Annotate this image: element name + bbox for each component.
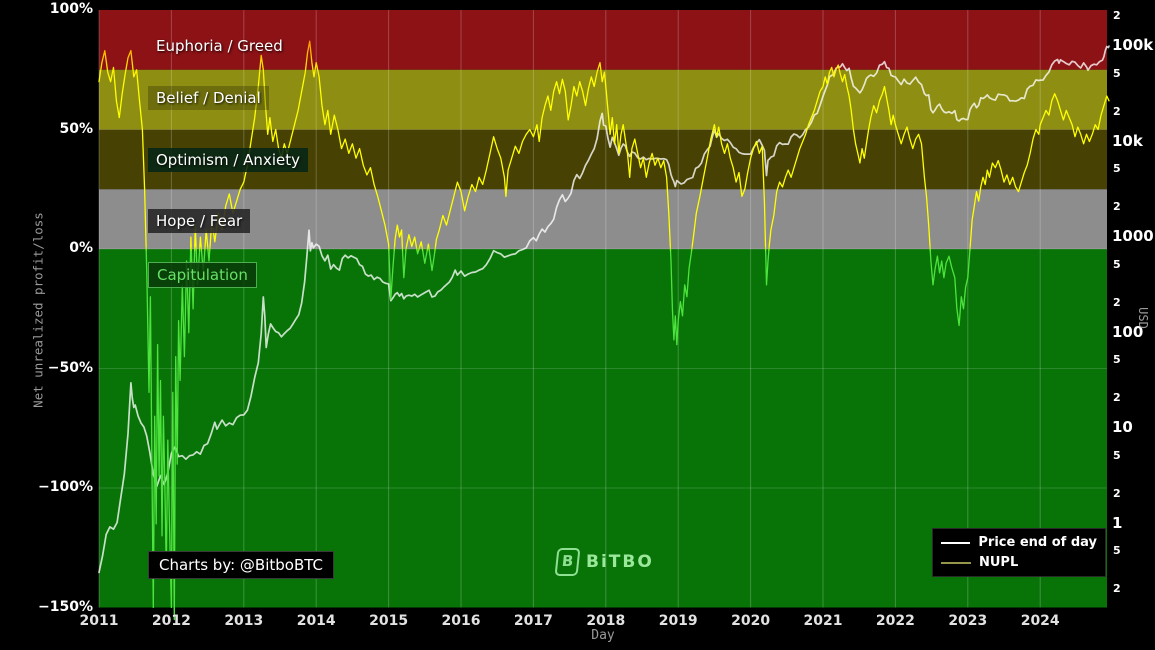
right-axis-tick-50000: 5 <box>1113 66 1121 80</box>
x-axis-tick-2017: 2017 <box>513 613 553 629</box>
x-axis-tick-2014: 2014 <box>296 613 336 629</box>
y-axis-tick-50: 50% <box>59 120 93 137</box>
y-axis-tick--150: −150% <box>38 598 93 615</box>
right-axis-tick-10000: 10k <box>1112 131 1143 150</box>
x-axis-tick-2020: 2020 <box>731 613 771 629</box>
bitbo-logo: B BiTBO <box>554 548 654 576</box>
zone-label-optimism-anxiety: Optimism / Anxiety <box>148 148 308 172</box>
zone-label-capitulation: Capitulation <box>148 262 257 288</box>
right-axis-tick-50: 5 <box>1113 353 1121 367</box>
right-axis-tick-200: 2 <box>1113 295 1121 309</box>
bitbo-logo-text: BiTBO <box>586 552 654 572</box>
right-axis-title: USD <box>1136 307 1150 329</box>
x-axis-tick-2012: 2012 <box>151 613 191 629</box>
x-axis-tick-2021: 2021 <box>803 613 843 629</box>
x-axis-tick-2024: 2024 <box>1020 613 1060 629</box>
band-0 <box>99 10 1107 70</box>
legend-label-price: Price end of day <box>978 535 1097 550</box>
y-axis-tick-100: 100% <box>49 1 93 17</box>
y-axis-tick-0: 0% <box>69 240 93 256</box>
x-axis-tick-2015: 2015 <box>369 613 409 629</box>
right-axis-tick-0.5: 5 <box>1113 544 1121 558</box>
zone-label-belief-denial: Belief / Denial <box>148 86 269 110</box>
charts-by-watermark: Charts by: @BitboBTC <box>148 551 335 579</box>
right-axis-tick-200000: 2 <box>1113 9 1121 23</box>
x-axis-tick-2011: 2011 <box>79 613 119 629</box>
right-axis-tick-20: 2 <box>1113 391 1121 405</box>
x-axis-title: Day <box>591 628 615 643</box>
x-axis-tick-2023: 2023 <box>948 613 988 629</box>
y-axis-tick--50: −50% <box>47 359 93 376</box>
chart-legend: Price end of day NUPL <box>932 528 1106 577</box>
nupl-line-swatch <box>941 561 971 564</box>
y-axis-title: Net unrealized profit/loss <box>30 212 46 408</box>
y-axis-tick--100: −100% <box>38 479 93 495</box>
x-axis-tick-2016: 2016 <box>441 613 481 629</box>
zone-label-hope-fear: Hope / Fear <box>148 209 251 233</box>
right-axis-tick-1000: 1000 <box>1112 227 1154 245</box>
bitbo-logo-icon: B <box>554 548 581 576</box>
right-axis-tick-2: 2 <box>1113 486 1121 500</box>
legend-item-nupl[interactable]: NUPL <box>941 555 1097 570</box>
x-axis-tick-2022: 2022 <box>875 613 915 629</box>
right-axis-tick-5: 5 <box>1113 448 1121 462</box>
right-axis-tick-100000: 100k <box>1112 36 1154 54</box>
right-axis-tick-20000: 2 <box>1113 104 1121 118</box>
right-axis-tick-100: 100 <box>1112 322 1144 341</box>
price-line-swatch <box>941 541 971 544</box>
legend-item-price[interactable]: Price end of day <box>941 535 1097 550</box>
right-axis-tick-2000: 2 <box>1113 200 1121 214</box>
right-axis-tick-1: 1 <box>1112 513 1123 532</box>
right-axis-tick-5000: 5 <box>1113 162 1121 176</box>
x-axis-tick-2018: 2018 <box>586 613 626 629</box>
right-axis-tick-500: 5 <box>1113 257 1121 271</box>
legend-label-nupl: NUPL <box>979 555 1019 570</box>
x-axis-tick-2019: 2019 <box>658 613 698 629</box>
right-axis-tick-0.2: 2 <box>1113 582 1121 596</box>
zone-label-euphoria-greed: Euphoria / Greed <box>156 37 283 55</box>
series-line-price-end-of-day <box>98 45 1110 574</box>
right-axis-tick-10: 10 <box>1112 418 1133 436</box>
x-axis-tick-2013: 2013 <box>224 613 264 629</box>
band-3 <box>99 189 1107 249</box>
